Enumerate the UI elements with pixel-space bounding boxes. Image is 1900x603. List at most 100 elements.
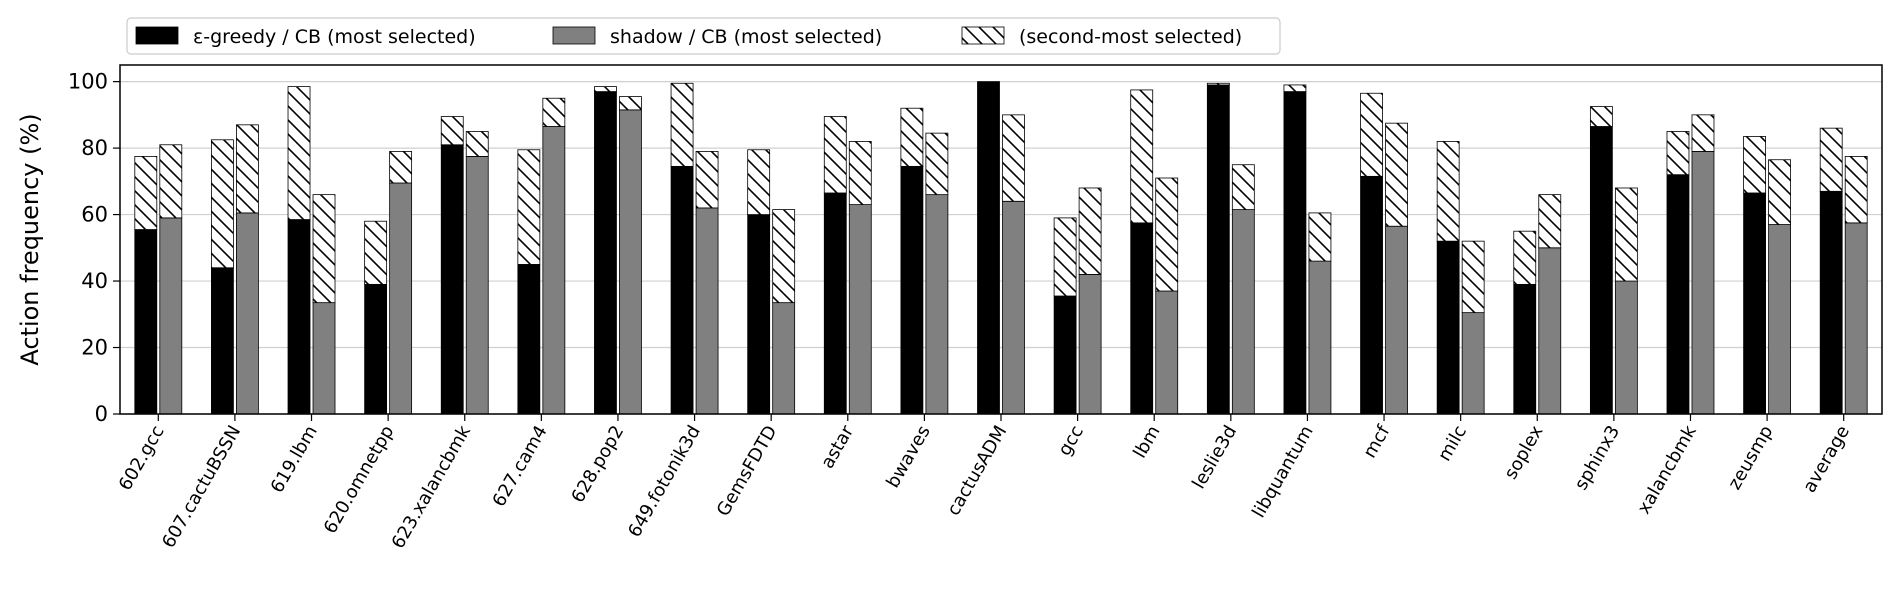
x-tick-label: 628.pop2 — [567, 422, 628, 506]
bar-shadow-second — [1078, 187, 1102, 275]
bar-shadow-second — [1691, 114, 1715, 152]
bar-greedy-second — [823, 116, 847, 194]
bar-shadow-most — [1002, 200, 1025, 415]
y-tick-label: 0 — [95, 402, 108, 426]
legend-swatch-greedy — [135, 26, 179, 45]
x-tick-label: 627.cam4 — [488, 422, 551, 510]
bar-greedy-most — [1666, 174, 1690, 415]
x-tick-label: GemsFDTD — [713, 422, 782, 520]
bar-shadow-most — [159, 217, 183, 415]
bar-greedy-most — [364, 283, 388, 415]
bars — [134, 81, 1868, 415]
bar-shadow-most — [465, 156, 489, 415]
bar-greedy-second — [747, 149, 771, 215]
bar-greedy-most — [517, 264, 541, 415]
legend-label: ε-greedy / CB (most selected) — [193, 26, 476, 48]
bar-shadow-second — [389, 151, 413, 184]
bar-greedy-most — [747, 214, 771, 415]
bar-greedy-second — [900, 107, 924, 167]
x-tick-label: libquantum — [1248, 422, 1318, 521]
bar-shadow-most — [1614, 280, 1638, 415]
bar-shadow-second — [772, 209, 796, 304]
bar-shadow-most — [619, 109, 642, 415]
x-tick-label: zeusmp — [1724, 422, 1777, 493]
bar-shadow-most — [925, 194, 949, 415]
bar-greedy-most — [287, 219, 311, 415]
bar-greedy-second — [440, 116, 464, 146]
legend-label: shadow / CB (most selected) — [610, 26, 882, 48]
bar-greedy-most — [823, 192, 847, 415]
bar-shadow-second — [1614, 187, 1638, 282]
bar-shadow-most — [236, 212, 259, 415]
y-tick-label: 20 — [81, 336, 108, 360]
bar-greedy-most — [1589, 126, 1613, 415]
x-tick-label: average — [1799, 422, 1854, 496]
x-tick-label: lbm — [1129, 422, 1164, 462]
bar-shadow-second — [1461, 240, 1485, 314]
bar-greedy-second — [1819, 127, 1843, 192]
bar-shadow-second — [312, 194, 336, 304]
y-tick-label: 100 — [68, 70, 108, 94]
bar-shadow-most — [542, 126, 566, 415]
bar-greedy-most — [440, 144, 464, 415]
bar-shadow-most — [1768, 224, 1791, 415]
bar-shadow-second — [925, 132, 949, 196]
bar-greedy-second — [1206, 82, 1230, 86]
x-tick-label: astar — [817, 421, 858, 472]
bar-greedy-second — [1436, 141, 1460, 242]
bar-greedy-most — [670, 165, 694, 415]
bar-shadow-second — [695, 151, 719, 209]
x-tick-label: 602.gcc — [115, 422, 169, 494]
bar-greedy-most — [1053, 295, 1077, 415]
x-tick-label: sphinx3 — [1571, 422, 1625, 494]
bar-shadow-most — [312, 302, 336, 415]
bar-shadow-second — [1308, 212, 1332, 262]
bar-shadow-most — [1538, 247, 1562, 415]
bar-shadow-second — [159, 144, 183, 219]
x-tick-label: 623.xalancbmk — [388, 422, 476, 553]
bar-shadow-most — [695, 207, 719, 415]
bar-shadow-second — [1155, 177, 1179, 292]
x-tick-label: 619.lbm — [267, 422, 322, 497]
bar-greedy-most — [900, 165, 924, 415]
bar-shadow-most — [848, 204, 872, 415]
bar-shadow-most — [1078, 273, 1102, 415]
x-tick-label: soplex — [1500, 422, 1547, 483]
x-tick-label: xalancbmk — [1633, 422, 1701, 518]
bar-greedy-second — [1666, 131, 1690, 176]
bar-shadow-second — [1844, 156, 1868, 224]
bar-greedy-most — [211, 267, 234, 415]
bar-greedy-second — [211, 139, 234, 269]
legend: ε-greedy / CB (most selected) shadow / CB… — [126, 17, 1281, 55]
bar-shadow-second — [619, 96, 642, 111]
bar-greedy-most — [1283, 91, 1307, 415]
x-tick-label: 607.cactuBSSN — [158, 422, 245, 552]
y-tick-label: 40 — [81, 269, 108, 293]
bar-shadow-second — [1768, 159, 1791, 225]
x-tick-label: bwaves — [882, 422, 934, 492]
bar-greedy-second — [1130, 89, 1154, 224]
bar-shadow-second — [465, 131, 489, 157]
bar-shadow-second — [848, 141, 872, 205]
bar-greedy-most — [977, 81, 1000, 415]
bar-shadow-most — [1155, 290, 1179, 415]
bar-greedy-second — [1053, 217, 1077, 297]
x-tick-label: milc — [1434, 422, 1471, 465]
bar-greedy-second — [517, 149, 541, 265]
bar-greedy-most — [1206, 84, 1230, 415]
legend-swatch-shadow — [552, 26, 596, 45]
bar-shadow-second — [1538, 194, 1562, 249]
x-tick-label: 649.fotonik3d — [624, 422, 705, 541]
bar-greedy-second — [287, 86, 311, 220]
bar-greedy-second — [1360, 92, 1383, 177]
bar-greedy-most — [1360, 175, 1383, 415]
bar-greedy-most — [1513, 283, 1537, 415]
plot-frame — [119, 64, 1883, 415]
bar-shadow-most — [772, 302, 796, 415]
bar-greedy-most — [1436, 240, 1460, 415]
legend-swatch-second — [961, 26, 1005, 45]
bar-greedy-second — [1589, 106, 1613, 127]
y-tick-label: 80 — [81, 136, 108, 160]
x-tick-label: 620.omnetpp — [320, 422, 399, 537]
bar-greedy-second — [1743, 136, 1766, 194]
